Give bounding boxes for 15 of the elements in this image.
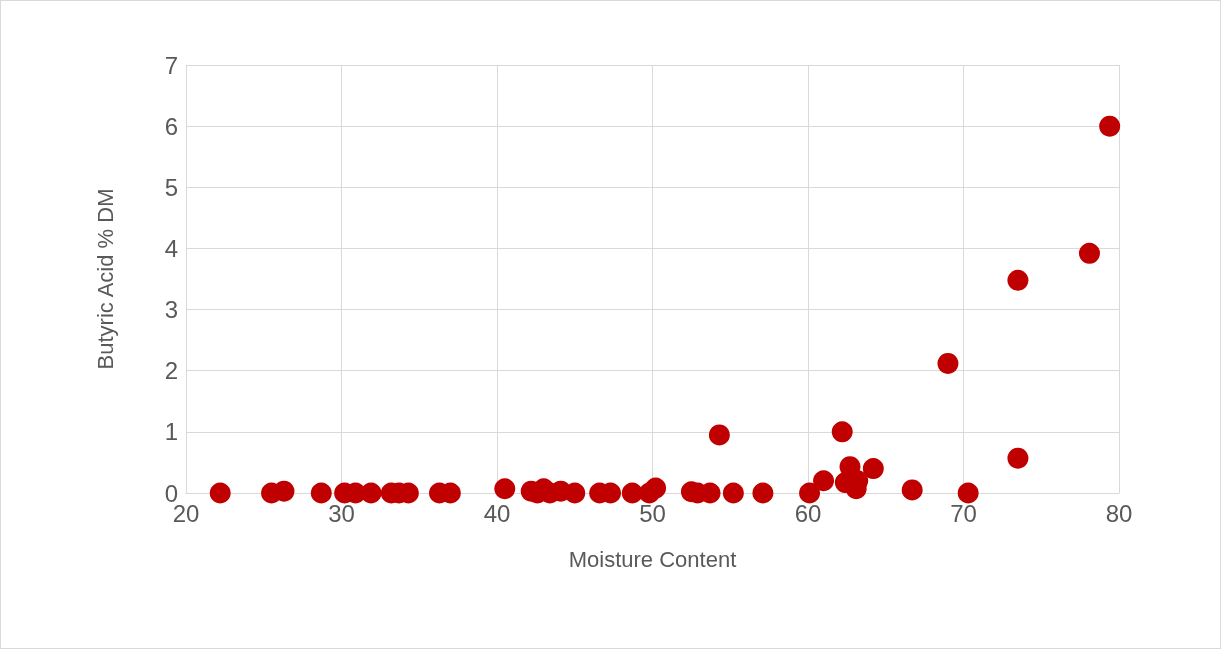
x-tick-label: 40 [483, 499, 511, 527]
y-tick-label: 1 [164, 418, 178, 446]
y-tick-label: 6 [164, 112, 178, 140]
y-tick-label: 3 [164, 296, 178, 324]
x-tick-label: 50 [639, 499, 666, 527]
x-tick-label: 80 [1105, 499, 1133, 527]
y-tick-label: 5 [164, 173, 178, 201]
x-tick-label: 70 [950, 499, 977, 527]
x-axis-title: Moisture Content [568, 546, 737, 572]
x-tick-label: 30 [328, 499, 355, 527]
x-tick-label: 60 [794, 499, 822, 527]
y-tick-label: 7 [164, 51, 178, 79]
y-axis-title: Butyric Acid % DM [92, 188, 118, 370]
y-tick-label: 2 [164, 357, 178, 385]
y-tick-label: 4 [164, 234, 178, 262]
